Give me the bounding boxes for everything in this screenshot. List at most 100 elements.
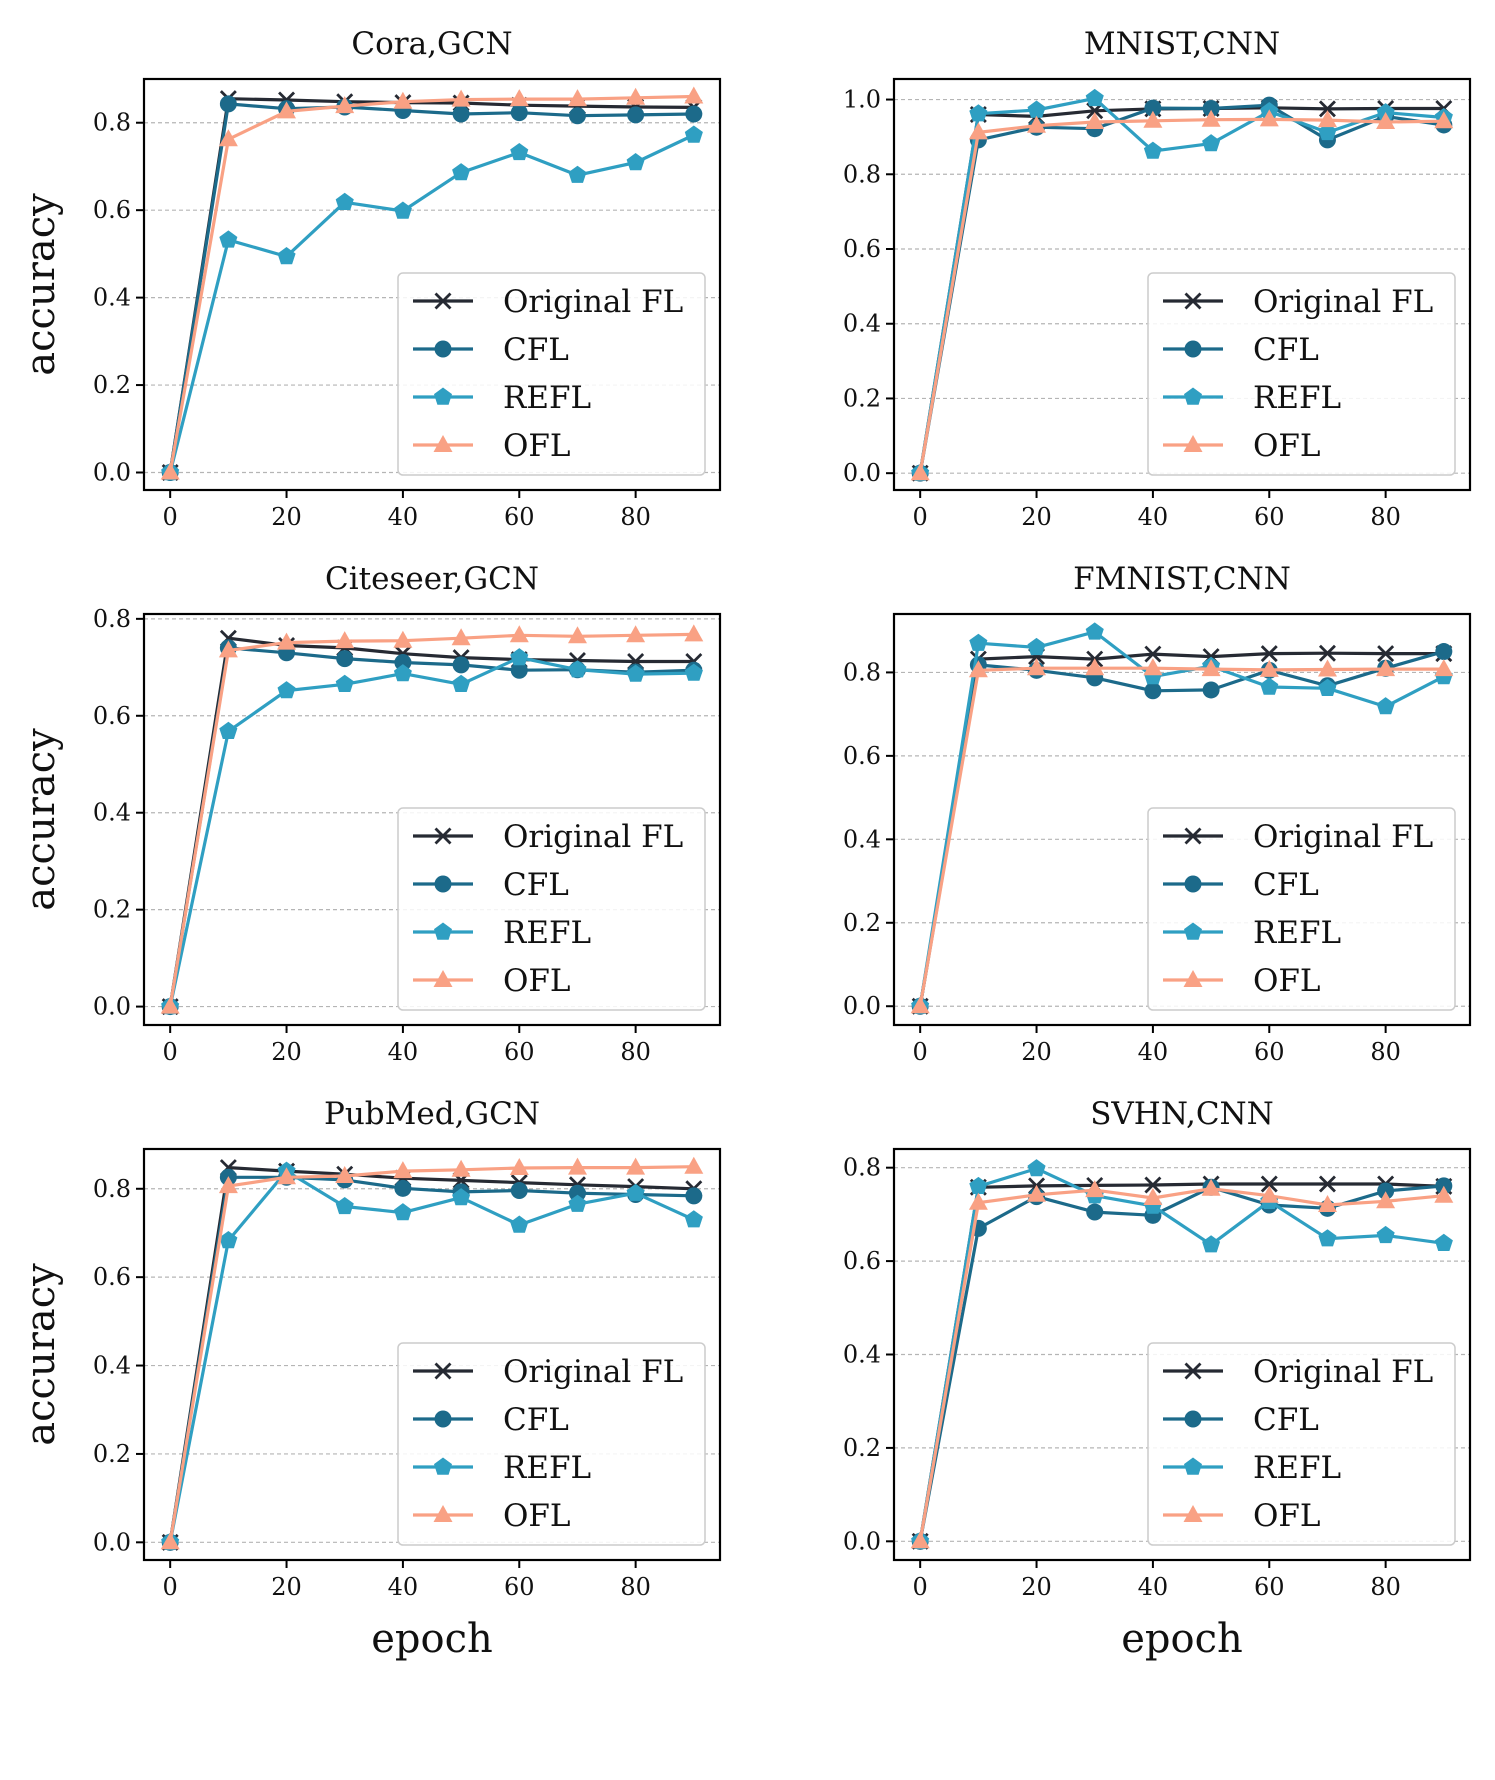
data-point bbox=[684, 663, 703, 681]
y-tick-label: 1.0 bbox=[843, 86, 881, 114]
y-tick-label: 0.8 bbox=[93, 109, 131, 137]
y-tick-label: 0.8 bbox=[843, 160, 881, 188]
data-point bbox=[910, 996, 930, 1014]
series-line bbox=[918, 1184, 1444, 1542]
legend-marker bbox=[1184, 1362, 1202, 1380]
data-point bbox=[452, 105, 470, 123]
chart-title: SVHN,CNN bbox=[1090, 1096, 1274, 1132]
series-line bbox=[168, 1175, 694, 1543]
legend-marker bbox=[1184, 1457, 1202, 1475]
data-point bbox=[969, 104, 988, 122]
data-point bbox=[969, 633, 988, 651]
legend-box bbox=[1147, 807, 1456, 1011]
legend-label: Original FL bbox=[1253, 284, 1433, 320]
y-tick-label: 0.0 bbox=[843, 992, 881, 1020]
series-original-fl bbox=[911, 644, 1453, 1015]
legend-label: REFL bbox=[1253, 1450, 1341, 1486]
data-point bbox=[510, 1215, 529, 1233]
legend-entry-ofl: OFL bbox=[413, 963, 571, 999]
data-point bbox=[1202, 100, 1220, 118]
data-point bbox=[335, 1197, 354, 1215]
legend-entry-original-fl: Original FL bbox=[413, 284, 683, 320]
data-point bbox=[277, 247, 296, 265]
legend-entry-original-fl: Original FL bbox=[1163, 819, 1433, 855]
legend-entry-cfl: CFL bbox=[413, 1402, 569, 1438]
series-ofl bbox=[910, 109, 1454, 481]
legend-box bbox=[397, 807, 706, 1011]
legend-entry-refl: REFL bbox=[413, 1450, 591, 1486]
legend-label: CFL bbox=[1253, 1402, 1319, 1438]
legend-box bbox=[1147, 1342, 1456, 1546]
data-point bbox=[1144, 99, 1162, 117]
series-ofl bbox=[160, 624, 704, 1014]
data-point bbox=[1027, 658, 1046, 676]
data-point bbox=[336, 650, 354, 668]
data-point bbox=[1085, 88, 1104, 107]
legend-label: OFL bbox=[503, 1498, 571, 1534]
legend: Original FL CFL REFL OFL bbox=[1147, 807, 1456, 1011]
subplot-svhn-cnn: 0.0 0.2 0.4 0.6 0.8 0 20 40 60 80 SVHN,CNN epoch Ori… bbox=[843, 1096, 1472, 1662]
y-tick-label: 0.2 bbox=[843, 909, 881, 937]
x-tick-label: 60 bbox=[1254, 1038, 1285, 1066]
y-tick-label: 0.4 bbox=[843, 1341, 881, 1369]
y-tick-label: 0.6 bbox=[93, 702, 131, 730]
data-point bbox=[510, 143, 529, 161]
data-point bbox=[626, 1183, 645, 1201]
y-tick-label: 0.4 bbox=[93, 1352, 131, 1380]
data-point bbox=[509, 625, 529, 643]
legend-marker bbox=[1183, 1505, 1203, 1522]
legend-marker bbox=[434, 340, 452, 358]
x-tick-label: 40 bbox=[388, 1573, 419, 1601]
y-tick-label: 0.0 bbox=[843, 1527, 881, 1555]
plot-frame bbox=[142, 77, 722, 492]
series-refl bbox=[161, 1161, 703, 1550]
legend-marker bbox=[1184, 387, 1202, 405]
chart-title: Cora,GCN bbox=[351, 26, 512, 62]
legend-label: REFL bbox=[503, 1450, 591, 1486]
data-point bbox=[1318, 1229, 1337, 1247]
data-point bbox=[1377, 1182, 1395, 1200]
legend: Original FL CFL REFL OFL bbox=[1147, 272, 1456, 476]
legend-marker bbox=[1184, 875, 1202, 893]
legend-marker bbox=[434, 875, 452, 893]
data-point bbox=[451, 1159, 471, 1177]
data-point bbox=[910, 463, 930, 481]
data-point bbox=[1143, 110, 1163, 128]
data-point bbox=[277, 101, 296, 119]
data-point bbox=[218, 1176, 238, 1194]
x-axis-label: epoch bbox=[1121, 1616, 1243, 1662]
legend-label: REFL bbox=[503, 915, 591, 951]
data-point bbox=[968, 122, 988, 140]
data-point bbox=[568, 107, 586, 125]
legend-marker bbox=[434, 827, 452, 845]
legend-entry-cfl: CFL bbox=[1163, 1402, 1319, 1438]
data-point bbox=[968, 660, 988, 678]
data-point bbox=[626, 1157, 646, 1175]
x-axis-label: epoch bbox=[371, 1616, 493, 1662]
data-point bbox=[1202, 681, 1220, 699]
data-point bbox=[335, 1166, 355, 1183]
legend-label: Original FL bbox=[503, 284, 683, 320]
x-tick-label: 20 bbox=[1021, 1038, 1052, 1066]
legend-entry-ofl: OFL bbox=[1163, 1498, 1321, 1534]
x-tick-label: 60 bbox=[1254, 503, 1285, 531]
data-point bbox=[910, 1531, 930, 1549]
data-point bbox=[1434, 1185, 1454, 1203]
data-point bbox=[335, 631, 355, 649]
legend-entry-ofl: OFL bbox=[1163, 428, 1321, 464]
data-point bbox=[1318, 1175, 1336, 1193]
data-point bbox=[1144, 682, 1162, 700]
legend-label: CFL bbox=[1253, 332, 1319, 368]
data-point bbox=[1318, 110, 1337, 128]
legend-marker bbox=[1184, 1410, 1202, 1428]
plot-frame bbox=[892, 77, 1472, 492]
data-point bbox=[626, 87, 646, 105]
data-point bbox=[1027, 1159, 1046, 1177]
y-tick-label: 0.4 bbox=[93, 284, 131, 312]
series-line bbox=[168, 636, 694, 1007]
data-point bbox=[1259, 659, 1279, 677]
legend-label: OFL bbox=[1253, 963, 1321, 999]
legend-marker bbox=[1184, 827, 1202, 845]
legend-marker bbox=[434, 387, 452, 405]
